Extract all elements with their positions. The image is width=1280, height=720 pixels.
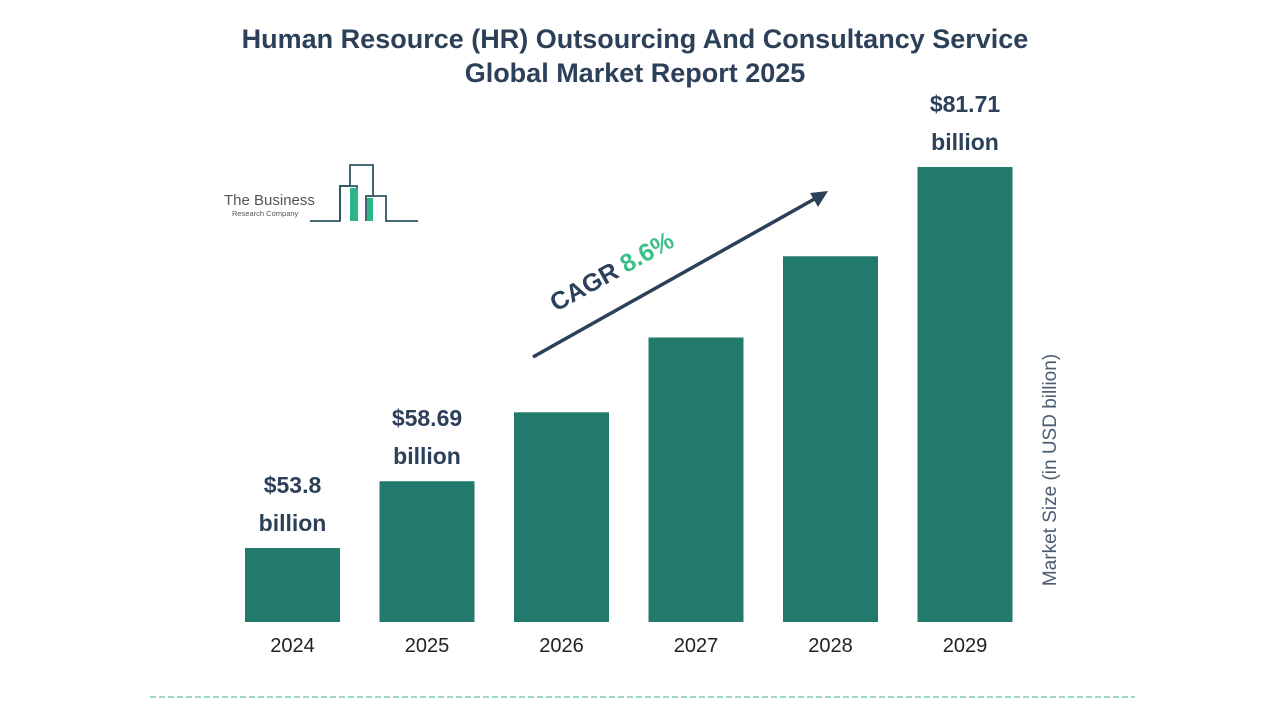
x-tick-label: 2028 (808, 635, 853, 657)
bar-2026 (514, 412, 609, 622)
data-label-unit: billion (931, 129, 999, 155)
bar-2028 (783, 256, 878, 622)
data-label-unit: billion (393, 443, 461, 469)
bar-2027 (648, 337, 744, 622)
x-tick-label: 2025 (405, 635, 450, 657)
x-tick-label: 2024 (270, 635, 315, 657)
arrow-head-icon (810, 191, 828, 207)
x-tick-label: 2027 (674, 635, 719, 657)
chart-title: Human Resource (HR) Outsourcing And Cons… (241, 24, 1029, 88)
x-tick-label: 2029 (943, 635, 988, 657)
bar-2029 (917, 167, 1013, 622)
data-label-value: $81.71 (930, 91, 1001, 117)
bar-2024 (245, 548, 340, 622)
bar-2025 (379, 481, 475, 622)
data-label-value: $58.69 (392, 405, 462, 431)
logo: The Business Research Company (224, 164, 418, 222)
cagr-value: 8.6% (615, 226, 678, 278)
cagr-label: CAGR (545, 257, 623, 317)
y-axis-label: Market Size (in USD billion) (1040, 354, 1061, 586)
x-tick-label: 2026 (539, 635, 584, 657)
logo-text-line2: Research Company (232, 209, 299, 218)
data-label-unit: billion (259, 510, 327, 536)
data-label-value: $53.8 (264, 472, 322, 498)
logo-text-line1: The Business (224, 192, 315, 209)
